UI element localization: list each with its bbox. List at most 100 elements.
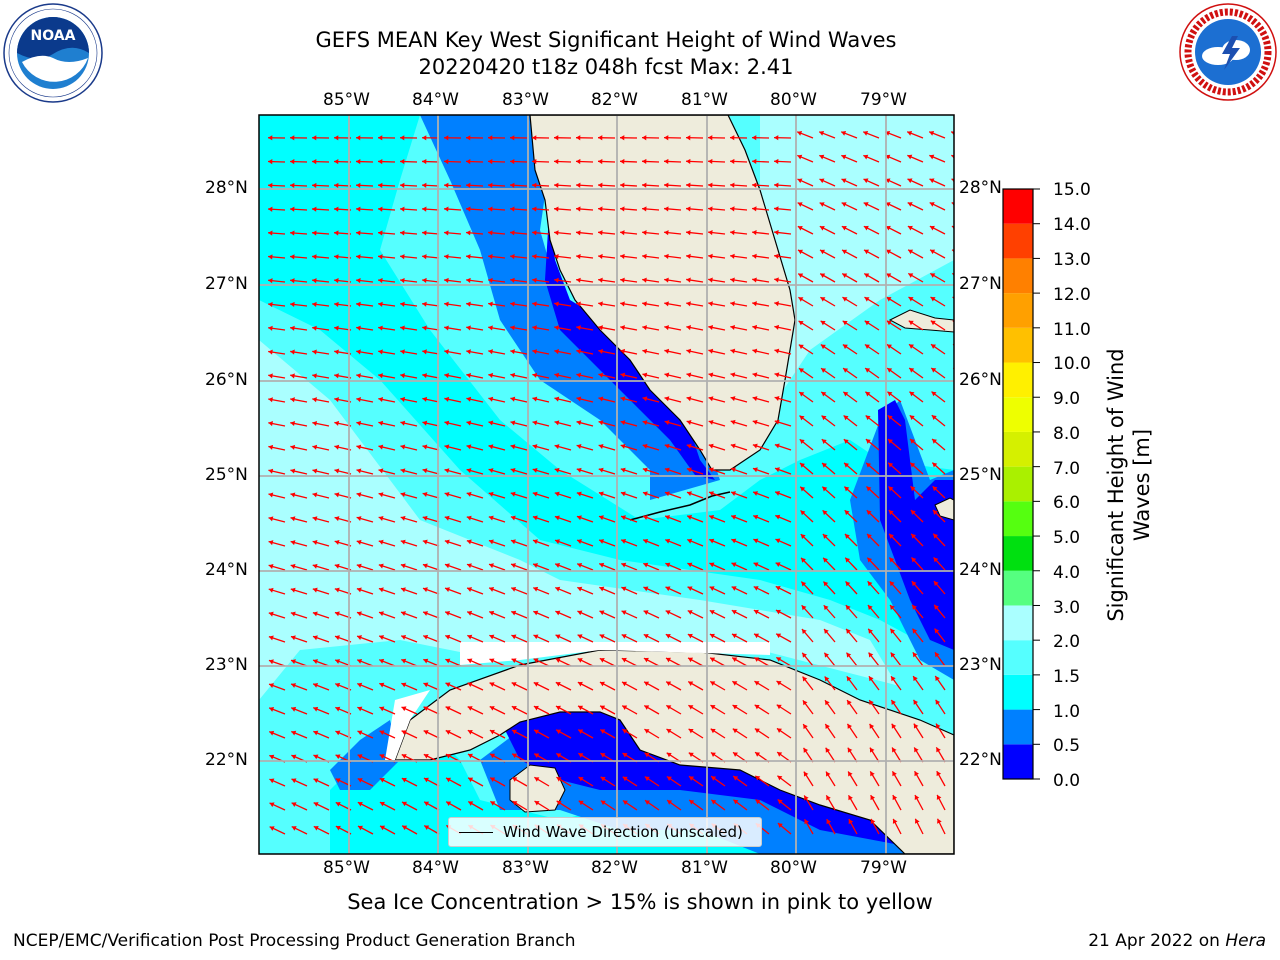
wind-arrowhead bbox=[357, 658, 363, 664]
wind-arrowhead bbox=[466, 182, 471, 188]
footer-credit: NCEP/EMC/Verification Post Processing Pr… bbox=[13, 931, 576, 951]
wind-arrowhead bbox=[378, 587, 384, 593]
wind-arrowhead bbox=[887, 415, 893, 421]
wind-arrowhead bbox=[400, 396, 406, 402]
wind-arrowhead bbox=[356, 587, 362, 593]
wind-arrowhead bbox=[445, 753, 451, 759]
wind-arrowhead bbox=[774, 182, 779, 188]
wind-arrowhead bbox=[936, 723, 941, 729]
wind-arrowhead bbox=[488, 444, 494, 450]
wind-arrowhead bbox=[444, 277, 449, 284]
wind-arrowhead bbox=[823, 581, 829, 587]
wind-arrowhead bbox=[645, 800, 651, 805]
wind-arrowhead bbox=[801, 581, 807, 587]
wind-arrowhead bbox=[357, 682, 363, 688]
wind-arrowhead bbox=[752, 158, 757, 165]
wind-arrowhead bbox=[912, 652, 918, 658]
wind-arrowhead bbox=[446, 801, 452, 807]
wind-arrowhead bbox=[826, 771, 831, 777]
wind-arrowhead bbox=[313, 802, 319, 807]
wind-arrowhead bbox=[643, 538, 649, 544]
wind-arrowhead bbox=[378, 515, 384, 521]
wind-arrowhead bbox=[733, 776, 739, 781]
wind-arrowhead bbox=[466, 468, 472, 474]
wind-arrowhead bbox=[908, 344, 914, 349]
wind-arrowhead bbox=[422, 420, 428, 426]
wind-arrowhead bbox=[892, 795, 898, 801]
wind-arrowhead bbox=[708, 253, 713, 259]
wind-arrowhead bbox=[886, 344, 892, 349]
wind-arrowhead bbox=[290, 373, 295, 379]
wind-arrowhead bbox=[356, 444, 362, 450]
wind-arrowhead bbox=[864, 249, 870, 255]
lon-label-bottom: 81°W bbox=[681, 858, 728, 878]
wind-arrowhead bbox=[774, 277, 779, 283]
wind-arrowhead bbox=[444, 420, 450, 426]
wind-arrowhead bbox=[753, 514, 759, 520]
wind-arrowhead bbox=[754, 657, 760, 662]
lon-label-top: 83°W bbox=[502, 90, 549, 110]
wind-arrowhead bbox=[468, 777, 474, 783]
wind-arrowhead bbox=[622, 753, 628, 758]
wind-arrowhead bbox=[510, 396, 516, 402]
wind-arrowhead bbox=[730, 443, 736, 449]
wind-arrowhead bbox=[847, 700, 852, 706]
wind-arrowhead bbox=[887, 368, 893, 373]
wind-arrowhead bbox=[554, 491, 560, 497]
wind-arrowhead bbox=[488, 206, 493, 212]
wind-arrowhead bbox=[268, 159, 273, 165]
wind-arrowhead bbox=[444, 135, 449, 141]
wind-arrowhead bbox=[422, 349, 427, 355]
wind-arrowhead bbox=[422, 373, 427, 379]
wind-arrowhead bbox=[534, 753, 540, 758]
wind-arrowhead bbox=[445, 587, 450, 593]
wind-arrowhead bbox=[845, 605, 851, 611]
wind-arrowhead bbox=[555, 634, 561, 640]
wind-arrowhead bbox=[935, 676, 940, 682]
wind-arrowhead bbox=[444, 254, 449, 260]
wind-arrow bbox=[959, 771, 967, 786]
wind-arrowhead bbox=[510, 230, 515, 236]
wind-arrowhead bbox=[797, 225, 803, 231]
lat-label-right: 22°N bbox=[959, 750, 1002, 770]
wind-arrowhead bbox=[357, 706, 363, 712]
lat-label-right: 27°N bbox=[959, 274, 1002, 294]
wind-arrowhead bbox=[708, 230, 713, 236]
wind-arrowhead bbox=[510, 349, 515, 355]
wind-arrowhead bbox=[444, 230, 449, 236]
wind-arrowhead bbox=[335, 635, 340, 641]
wind-arrowhead bbox=[666, 705, 672, 710]
wind-arrowhead bbox=[708, 419, 714, 425]
wind-arrowhead bbox=[423, 634, 429, 640]
wind-arrowhead bbox=[667, 800, 673, 805]
wind-arrowhead bbox=[732, 752, 738, 757]
wind-arrowhead bbox=[533, 682, 539, 687]
wind-arrowhead bbox=[334, 159, 339, 165]
colorbar bbox=[1003, 188, 1040, 780]
wind-arrowhead bbox=[598, 158, 603, 165]
wind-arrowhead bbox=[730, 467, 736, 473]
wind-arrowhead bbox=[686, 301, 691, 307]
wind-arrowhead bbox=[752, 277, 757, 283]
wind-arrowhead bbox=[865, 368, 871, 373]
wind-arrowhead bbox=[490, 753, 496, 759]
wind-arrowhead bbox=[803, 747, 809, 753]
wind-arrowhead bbox=[754, 704, 760, 710]
lon-label-top: 85°W bbox=[323, 90, 370, 110]
wind-arrowhead bbox=[841, 178, 847, 184]
wind-arrowhead bbox=[554, 135, 559, 141]
wind-arrowhead bbox=[799, 439, 805, 445]
wind-arrowhead bbox=[869, 747, 875, 753]
wind-arrowhead bbox=[687, 538, 693, 544]
wind-arrowhead bbox=[622, 776, 628, 782]
wind-arrowhead bbox=[290, 492, 296, 498]
wind-arrowhead bbox=[846, 676, 852, 682]
wind-arrowhead bbox=[510, 420, 516, 426]
wind-arrowhead bbox=[510, 301, 515, 307]
wind-arrowhead bbox=[422, 301, 427, 307]
wind-arrowhead bbox=[400, 301, 405, 307]
wind-arrowhead bbox=[841, 154, 847, 160]
wind-arrow bbox=[957, 628, 967, 642]
wind-arrowhead bbox=[731, 562, 737, 568]
